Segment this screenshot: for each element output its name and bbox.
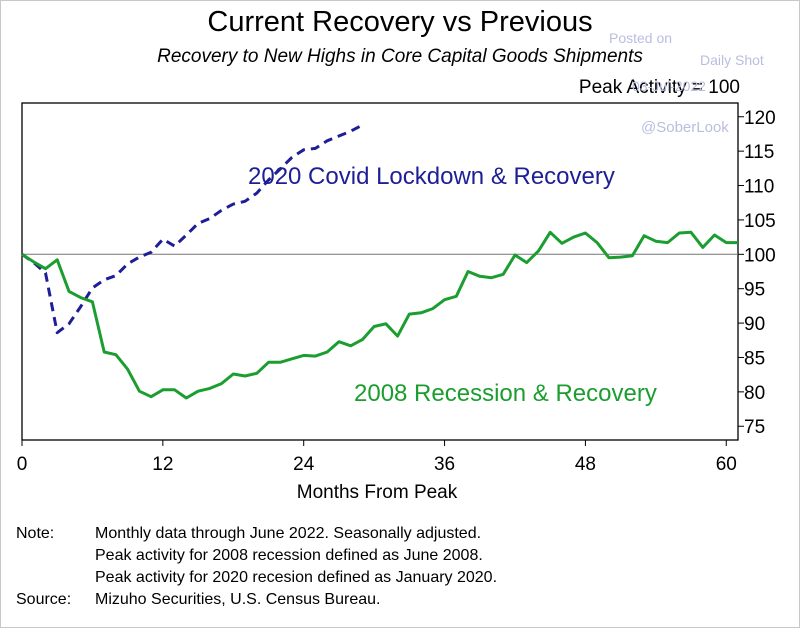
y-tick-label: 95 bbox=[744, 280, 765, 301]
watermark-handle: @SoberLook bbox=[641, 119, 729, 136]
footnote-row: Peak activity for 2008 recession defined… bbox=[16, 545, 497, 567]
y-tick-label: 115 bbox=[744, 142, 774, 163]
footnote-key: Note: bbox=[16, 525, 55, 542]
series-line-covid bbox=[21, 123, 364, 335]
footnote-text: Peak activity for 2008 recession defined… bbox=[95, 547, 483, 564]
series-layer bbox=[21, 123, 738, 400]
watermark-source: Daily Shot bbox=[700, 52, 764, 68]
recession-series-label: 2008 Recession & Recovery bbox=[354, 380, 657, 407]
y-tick-label: 120 bbox=[744, 108, 776, 129]
chart-title: Current Recovery vs Previous bbox=[207, 6, 593, 38]
covid-series-label: 2020 Covid Lockdown & Recovery bbox=[248, 163, 615, 190]
footnote-row: Note: Monthly data through June 2022. Se… bbox=[16, 523, 497, 545]
peak-activity-note: Peak Activity = 100 bbox=[578, 77, 740, 98]
footnote-key bbox=[16, 545, 95, 567]
chart-subtitle: Recovery to New Highs in Core Capital Go… bbox=[157, 46, 643, 67]
x-tick-label: 0 bbox=[17, 454, 28, 475]
watermark-posted-on: Posted on bbox=[609, 30, 673, 46]
x-tick-label: 60 bbox=[716, 454, 737, 475]
x-tick-label: 24 bbox=[293, 454, 315, 475]
y-tick-label: 80 bbox=[744, 383, 765, 404]
watermark-date: 03-Jul-2022 bbox=[632, 78, 706, 94]
y-tick-label: 85 bbox=[744, 348, 765, 369]
footnote-key bbox=[16, 567, 95, 589]
footnote-text: Monthly data through June 2022. Seasonal… bbox=[95, 525, 482, 542]
footnote-key: Source: bbox=[16, 591, 72, 608]
y-tick-label: 105 bbox=[744, 211, 776, 232]
x-tick-label: 48 bbox=[575, 454, 596, 475]
footnote-row: Source: Mizuho Securities, U.S. Census B… bbox=[16, 589, 497, 611]
y-tick-label: 75 bbox=[744, 417, 765, 438]
footnote-row: Peak activity for 2020 recesion defined … bbox=[16, 567, 497, 589]
footnote-text: Peak activity for 2020 recesion defined … bbox=[95, 569, 498, 586]
plot-border bbox=[21, 102, 739, 441]
x-axis-label: Months From Peak bbox=[296, 482, 458, 503]
y-tick-label: 100 bbox=[744, 245, 776, 266]
series-line-2008 bbox=[21, 230, 738, 400]
y-tick-label: 110 bbox=[744, 177, 774, 198]
axis-layer: 75 80 85 90 95 100 105 110 115 120 0 12 24 36 48 60 bbox=[17, 108, 776, 475]
annotation-layer: 2020 Covid Lockdown & Recovery 2008 Reces… bbox=[248, 163, 657, 407]
footnotes: Note: Monthly data through June 2022. Se… bbox=[16, 523, 497, 611]
x-tick-label: 36 bbox=[434, 454, 455, 475]
y-tick-label: 90 bbox=[744, 314, 765, 335]
plot-area bbox=[21, 102, 739, 441]
footnote-text: Mizuho Securities, U.S. Census Bureau. bbox=[95, 591, 381, 608]
x-tick-label: 12 bbox=[152, 454, 173, 475]
